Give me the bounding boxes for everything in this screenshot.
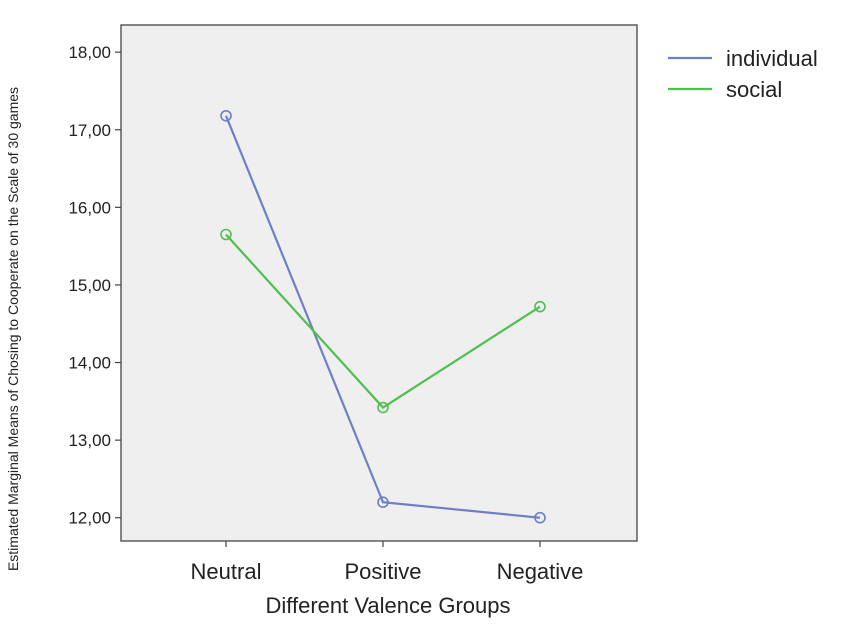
data-point-individual	[220, 109, 232, 122]
x-tick-label: Neutral	[191, 559, 262, 584]
plot-area	[120, 24, 638, 542]
y-tick-label: 14,00	[68, 354, 111, 373]
legend-label-social: social	[726, 77, 782, 102]
x-axis: Neutral Positive Negative	[191, 541, 584, 584]
y-tick-label: 12,00	[68, 509, 111, 528]
y-axis-title: Estimated Marginal Means of Chosing to C…	[5, 87, 21, 571]
data-point-individual	[534, 511, 546, 524]
x-tick-label: Positive	[344, 559, 421, 584]
y-tick-label: 17,00	[68, 121, 111, 140]
x-axis-title: Different Valence Groups	[266, 593, 511, 618]
data-point-social	[220, 228, 232, 241]
series-layer	[220, 109, 546, 524]
legend: individual social	[668, 46, 818, 102]
y-tick-label: 15,00	[68, 276, 111, 295]
legend-label-individual: individual	[726, 46, 818, 71]
series-line-social	[225, 233, 541, 409]
data-point-social	[534, 300, 546, 313]
data-point-individual	[377, 496, 389, 509]
y-tick-label: 16,00	[68, 198, 111, 217]
x-tick-label: Negative	[497, 559, 584, 584]
y-tick-label: 18,00	[68, 43, 111, 62]
y-axis: 12,00 13,00 14,00 15,00 16,00 17,00 18,00	[68, 43, 121, 528]
y-tick-label: 13,00	[68, 431, 111, 450]
data-point-social	[377, 401, 389, 414]
series-line-individual	[224, 115, 541, 519]
